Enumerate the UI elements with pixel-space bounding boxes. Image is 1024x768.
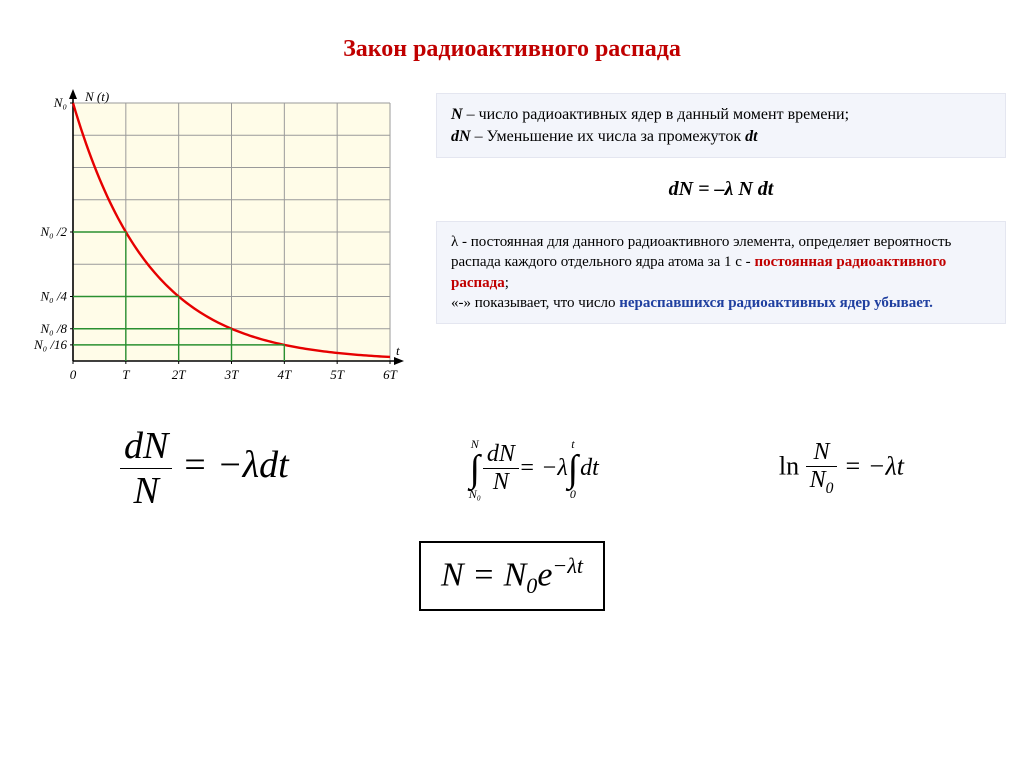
upper-row: N (t) t N₀ N₀ /2 N₀ /4 N₀ /8N₀ /160 T 2T 3T 4T 5T 6… — [0, 85, 1024, 400]
eq1-num: dN — [120, 424, 172, 469]
definition-N: N – число радиоактивных ядер в данный мо… — [451, 104, 991, 126]
integral-icon: ∫ — [470, 450, 480, 488]
integral-icon: ∫ — [568, 450, 578, 488]
definitions-box: N – число радиоактивных ядер в данный мо… — [436, 93, 1006, 158]
text-dN: – Уменьшение их числа за промежуток — [471, 128, 746, 145]
equation-1: dN N = −λdt — [120, 424, 289, 513]
lambda-line2: «-» показывает, что число нераспавшихся … — [451, 293, 991, 313]
eq2-lower1: N₀ — [469, 488, 481, 500]
eq1-fraction: dN N — [120, 424, 172, 513]
svg-text:0: 0 — [70, 367, 77, 382]
differential-formula: dN = –λ N dt — [436, 172, 1006, 207]
page-title: Закон радиоактивного распада — [0, 0, 1024, 85]
svg-text:N₀ /8: N₀ /8 — [39, 321, 67, 336]
eq2-mid: = −λ — [519, 455, 568, 482]
undecayed-term: нераспавшихся радиоактивных ядер убывает… — [619, 295, 933, 311]
chart-container: N (t) t N₀ N₀ /2 N₀ /4 N₀ /8N₀ /160 T 2T 3T 4T 5T 6… — [18, 85, 408, 400]
semicolon: ; — [505, 275, 509, 291]
eq3-num: N — [806, 439, 838, 467]
svg-text:t: t — [396, 343, 400, 358]
definition-dN: dN – Уменьшение их числа за промежуток d… — [451, 126, 991, 148]
svg-text:5T: 5T — [330, 367, 345, 382]
eq2-integral1: N ∫ N₀ — [469, 438, 481, 500]
eq2-lower2: 0 — [570, 488, 576, 500]
svg-text:N (t): N (t) — [84, 89, 109, 104]
boxed-equation: N = N0e−λt — [0, 541, 1024, 611]
eq3-fraction: N N0 — [806, 439, 838, 498]
eq2-integral2: t ∫ 0 — [568, 438, 578, 500]
var-dN: dN — [451, 128, 471, 145]
svg-text:3T: 3T — [224, 367, 240, 382]
var-dt: dt — [745, 128, 757, 145]
text-N: – число радиоактивных ядер в данный моме… — [463, 106, 849, 123]
lambda-box: λ - постоянная для данного радиоактивног… — [436, 221, 1006, 324]
boxed-exp: −λt — [552, 553, 583, 578]
svg-text:T: T — [122, 367, 130, 382]
boxed-e: e — [537, 556, 552, 593]
right-column: N – число радиоактивных ядер в данный мо… — [436, 85, 1006, 324]
eq3-den: N0 — [806, 467, 838, 498]
eq2-den: N — [483, 469, 519, 496]
boxed-sub0: 0 — [526, 573, 537, 598]
svg-text:N₀ /2: N₀ /2 — [39, 224, 67, 239]
svg-text:4T: 4T — [277, 367, 292, 382]
lambda-line1: λ - постоянная для данного радиоактивног… — [451, 232, 991, 293]
eq2-num: dN — [483, 441, 519, 469]
equation-2: N ∫ N₀ dN N = −λ t ∫ 0 dt — [469, 438, 599, 500]
equation-3: ln N N0 = −λt — [779, 439, 904, 498]
eq3-ln: ln — [779, 451, 799, 480]
boxed-N: N — [441, 556, 464, 593]
svg-text:N₀: N₀ — [53, 95, 67, 110]
svg-text:2T: 2T — [172, 367, 187, 382]
svg-text:6T: 6T — [383, 367, 398, 382]
eq2-int2-body: dt — [580, 455, 599, 482]
lambda-text2: «-» показывает, что число — [451, 295, 619, 311]
eq3-rhs: = −λt — [844, 451, 904, 480]
eq1-den: N — [120, 469, 172, 513]
eq2-fraction: dN N — [483, 441, 519, 496]
svg-text:N₀ /4: N₀ /4 — [39, 289, 67, 304]
boxed-equation-inner: N = N0e−λt — [419, 541, 605, 611]
svg-text:N₀ /16: N₀ /16 — [33, 337, 68, 352]
eq1-rhs: = −λdt — [172, 444, 288, 486]
decay-chart: N (t) t N₀ N₀ /2 N₀ /4 N₀ /8N₀ /160 T 2T 3T 4T 5T 6… — [18, 85, 408, 395]
boxed-eq-sign: = N — [464, 556, 527, 593]
equations-row: dN N = −λdt N ∫ N₀ dN N = −λ t ∫ 0 dt ln… — [0, 400, 1024, 513]
var-N: N — [451, 106, 463, 123]
